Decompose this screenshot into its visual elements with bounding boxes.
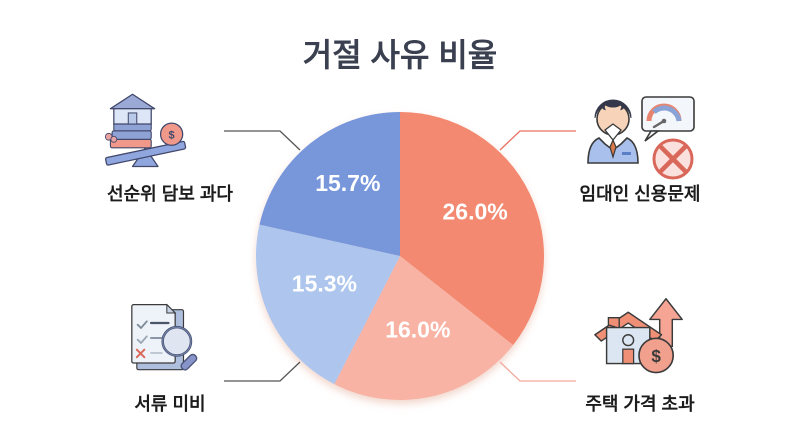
svg-text:$: $ (169, 129, 175, 141)
svg-text:26.0%: 26.0% (442, 199, 507, 225)
svg-text:15.3%: 15.3% (292, 271, 357, 297)
svg-text:$: $ (651, 347, 661, 366)
svg-text:15.7%: 15.7% (315, 170, 380, 196)
svg-text:16.0%: 16.0% (385, 317, 450, 343)
